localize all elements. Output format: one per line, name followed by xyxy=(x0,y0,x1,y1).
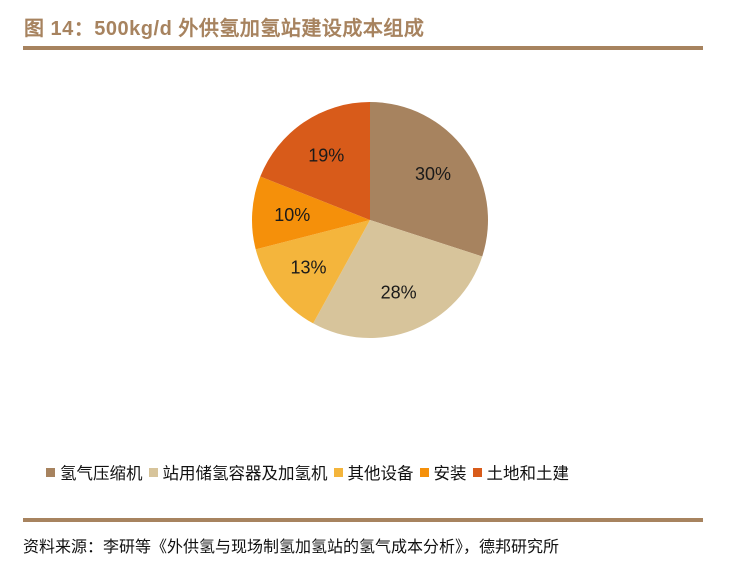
slice-percent-label: 19% xyxy=(308,146,344,166)
pie-slice xyxy=(260,102,370,220)
figure-title: 图 14：500kg/d 外供氢加氢站建设成本组成 xyxy=(24,18,425,40)
legend-label: 站用储氢容器及加氢机 xyxy=(162,464,328,483)
slice-percent-label: 10% xyxy=(274,205,310,225)
legend-swatch-icon xyxy=(148,467,158,477)
source-note: 资料来源：李研等《外供氢与现场制氢加氢站的氢气成本分析》，德邦研究所 xyxy=(23,537,560,556)
legend-item-other-equipment: 其他设备 xyxy=(333,460,414,484)
legend-item-storage-dispenser: 站用储氢容器及加氢机 xyxy=(148,460,328,484)
pie-labels: 30% 28% 13% 10% 19% xyxy=(274,146,451,303)
legend-item-land-construction: 土地和土建 xyxy=(472,460,570,484)
source-divider xyxy=(23,518,703,522)
chart-legend: 氢气压缩机 站用储氢容器及加氢机 其他设备 安装 土地和土建 xyxy=(46,460,575,484)
legend-label: 土地和土建 xyxy=(486,464,570,483)
legend-label: 安装 xyxy=(433,464,467,483)
pie-slice xyxy=(370,102,489,257)
pie-slices xyxy=(251,102,489,338)
legend-swatch-icon xyxy=(333,467,343,477)
legend-item-installation: 安装 xyxy=(419,460,467,484)
slice-percent-label: 28% xyxy=(381,282,417,302)
legend-label: 氢气压缩机 xyxy=(60,464,143,483)
title-divider xyxy=(23,46,703,50)
legend-swatch-icon xyxy=(472,467,482,477)
pie-slice xyxy=(251,176,370,250)
legend-swatch-icon xyxy=(419,467,429,477)
legend-label: 其他设备 xyxy=(347,464,414,483)
legend-item-compressor: 氢气压缩机 xyxy=(46,460,143,484)
slice-percent-label: 30% xyxy=(415,164,451,184)
legend-swatch-icon xyxy=(46,467,55,477)
pie-slice xyxy=(313,220,483,338)
pie-slice xyxy=(255,220,370,324)
slice-percent-label: 13% xyxy=(290,258,326,278)
